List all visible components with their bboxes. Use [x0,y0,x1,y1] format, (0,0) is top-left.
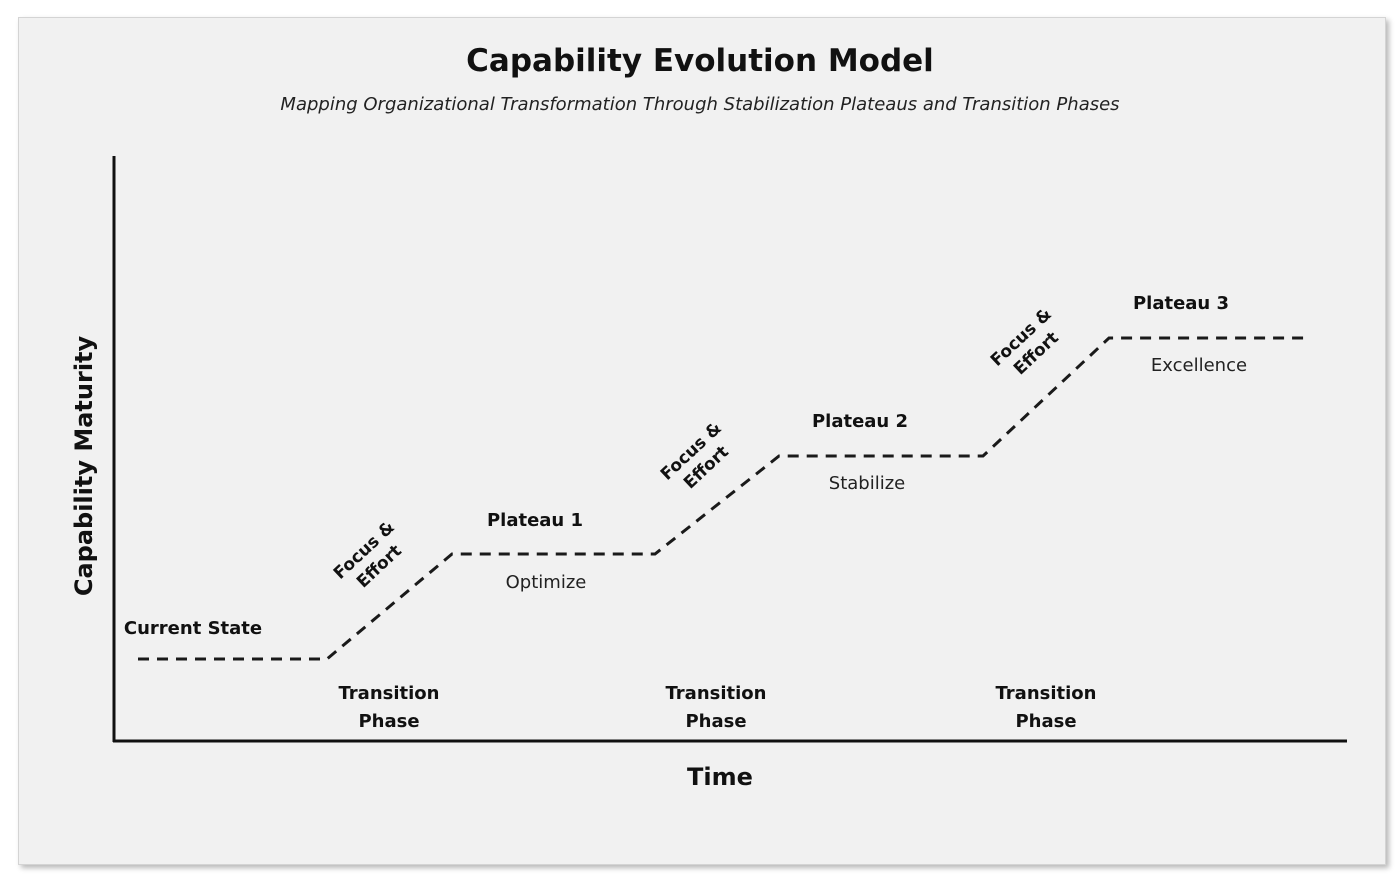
stage-label-current-state: Current State [124,618,262,639]
transition-phase-label-2: Transition Phase [666,683,767,732]
svg-text:Phase: Phase [685,711,746,732]
transition-phase-label-1: Transition Phase [339,683,440,732]
svg-text:Transition: Transition [666,683,767,704]
x-axis-label: Time [687,763,753,791]
transition-phase-label-3: Transition Phase [996,683,1097,732]
stage-description-plateau-3: Excellence [1151,355,1247,376]
capability-step-line [138,336,1310,661]
stage-description-plateau-2: Stabilize [829,473,905,494]
effort-label-transition-3: Focus & Effort [987,304,1063,379]
effort-label-transition-2: Focus & Effort [657,418,733,493]
stage-label-plateau-1: Plateau 1 [487,510,583,531]
diagram-subtitle: Mapping Organizational Transformation Th… [280,94,1119,115]
svg-text:Transition: Transition [339,683,440,704]
effort-label-transition-1: Focus & Effort [330,517,406,592]
diagram-title: Capability Evolution Model [466,43,934,79]
diagram-card [18,17,1386,865]
stage-description-plateau-1: Optimize [506,572,587,593]
svg-text:Phase: Phase [358,711,419,732]
stage-label-plateau-2: Plateau 2 [812,411,908,432]
svg-text:Transition: Transition [996,683,1097,704]
y-axis-label: Capability Maturity [70,335,98,596]
svg-text:Phase: Phase [1015,711,1076,732]
stage-label-plateau-3: Plateau 3 [1133,293,1229,314]
